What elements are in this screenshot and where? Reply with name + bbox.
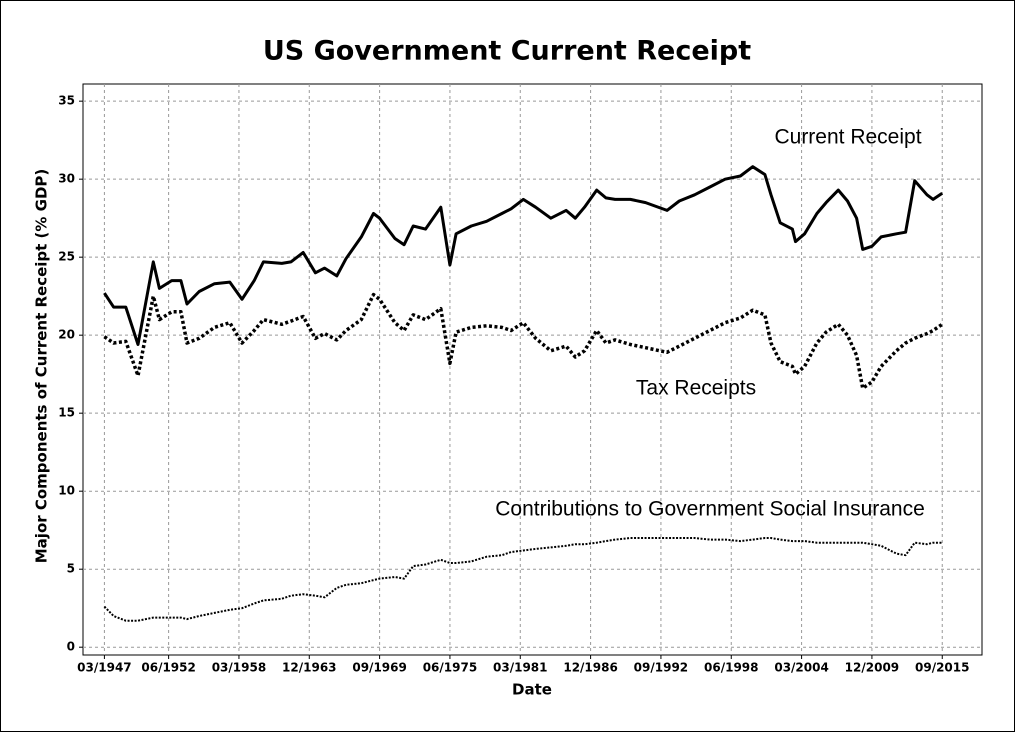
x-tick-label: 03/1958: [212, 661, 266, 675]
annotation: Current Receipt: [774, 126, 921, 149]
y-tick-label: 35: [58, 94, 75, 108]
x-tick-label: 06/1952: [141, 661, 195, 675]
x-tick-label: 09/2015: [915, 661, 969, 675]
y-tick-label: 0: [67, 640, 75, 654]
x-tick-label: 03/2004: [774, 661, 828, 675]
plot-area: [82, 83, 983, 656]
chart-title: US Government Current Receipt: [263, 36, 751, 67]
y-tick-label: 5: [67, 562, 75, 576]
x-tick-label: 09/1969: [352, 661, 406, 675]
annotation: Tax Receipts: [636, 377, 756, 400]
x-tick-label: 12/1986: [563, 661, 617, 675]
x-axis-label: Date: [512, 681, 552, 699]
y-tick-label: 15: [58, 406, 75, 420]
x-tick-label: 03/1981: [493, 661, 547, 675]
x-tick-label: 12/1963: [282, 661, 336, 675]
x-tick-label: 06/1998: [704, 661, 758, 675]
annotation: Contributions to Government Social Insur…: [495, 498, 925, 521]
y-tick-label: 20: [58, 328, 75, 342]
x-tick-label: 12/2009: [845, 661, 899, 675]
series-line: [103, 165, 944, 346]
y-tick-label: 10: [58, 484, 75, 498]
y-axis-label: Major Components of Current Receipt (% G…: [33, 169, 51, 564]
y-tick-label: 30: [58, 172, 75, 186]
x-tick-label: 06/1975: [423, 661, 477, 675]
x-tick-label: 03/1947: [77, 661, 131, 675]
x-tick-label: 09/1992: [634, 661, 688, 675]
y-tick-label: 25: [58, 250, 75, 264]
